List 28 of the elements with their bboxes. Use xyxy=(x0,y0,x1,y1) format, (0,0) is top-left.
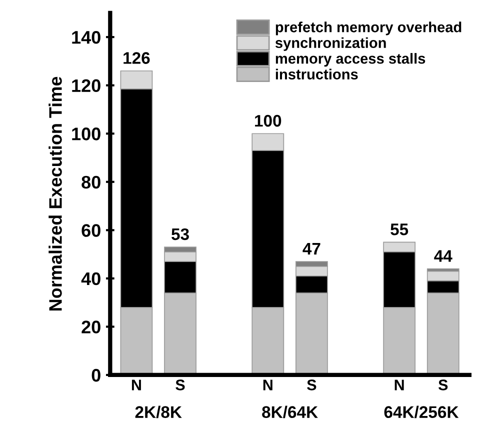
x-tick-label: S xyxy=(438,380,448,390)
y-tick-label: 120 xyxy=(72,79,100,92)
x-tick-label: S xyxy=(307,380,316,390)
y-tick-label: 0 xyxy=(92,368,100,382)
total-label: 44 xyxy=(434,250,452,262)
y-tick-label: 40 xyxy=(81,272,100,286)
text: 8K/64K xyxy=(262,406,318,418)
total-label: 53 xyxy=(172,228,189,240)
legend-label: instructions xyxy=(276,68,358,80)
x-tick-label: N xyxy=(263,380,272,390)
total-label: 126 xyxy=(124,52,150,64)
y-tick-label: 100 xyxy=(72,128,100,140)
total-label: 47 xyxy=(302,242,320,254)
x-tick-label: N xyxy=(132,380,141,390)
y-axis-title: Normalized Execution Time xyxy=(48,76,62,310)
y-tick-label: 60 xyxy=(82,224,100,237)
y-tick-label: 80 xyxy=(82,176,100,189)
text: 64K/256K xyxy=(384,406,459,418)
y-tick-label: 140 xyxy=(72,31,100,44)
total-label: 55 xyxy=(390,224,408,236)
x-tick-label: S xyxy=(176,380,185,390)
legend-label: prefetch memory overhead xyxy=(276,22,462,36)
total-label: 100 xyxy=(255,114,282,127)
y-tick-label: 20 xyxy=(82,320,100,334)
x-tick-label: N xyxy=(394,380,404,390)
legend-label: memory access stalls xyxy=(276,53,426,67)
text: 2K/8K xyxy=(135,406,182,418)
legend-label: synchronization xyxy=(275,37,386,51)
